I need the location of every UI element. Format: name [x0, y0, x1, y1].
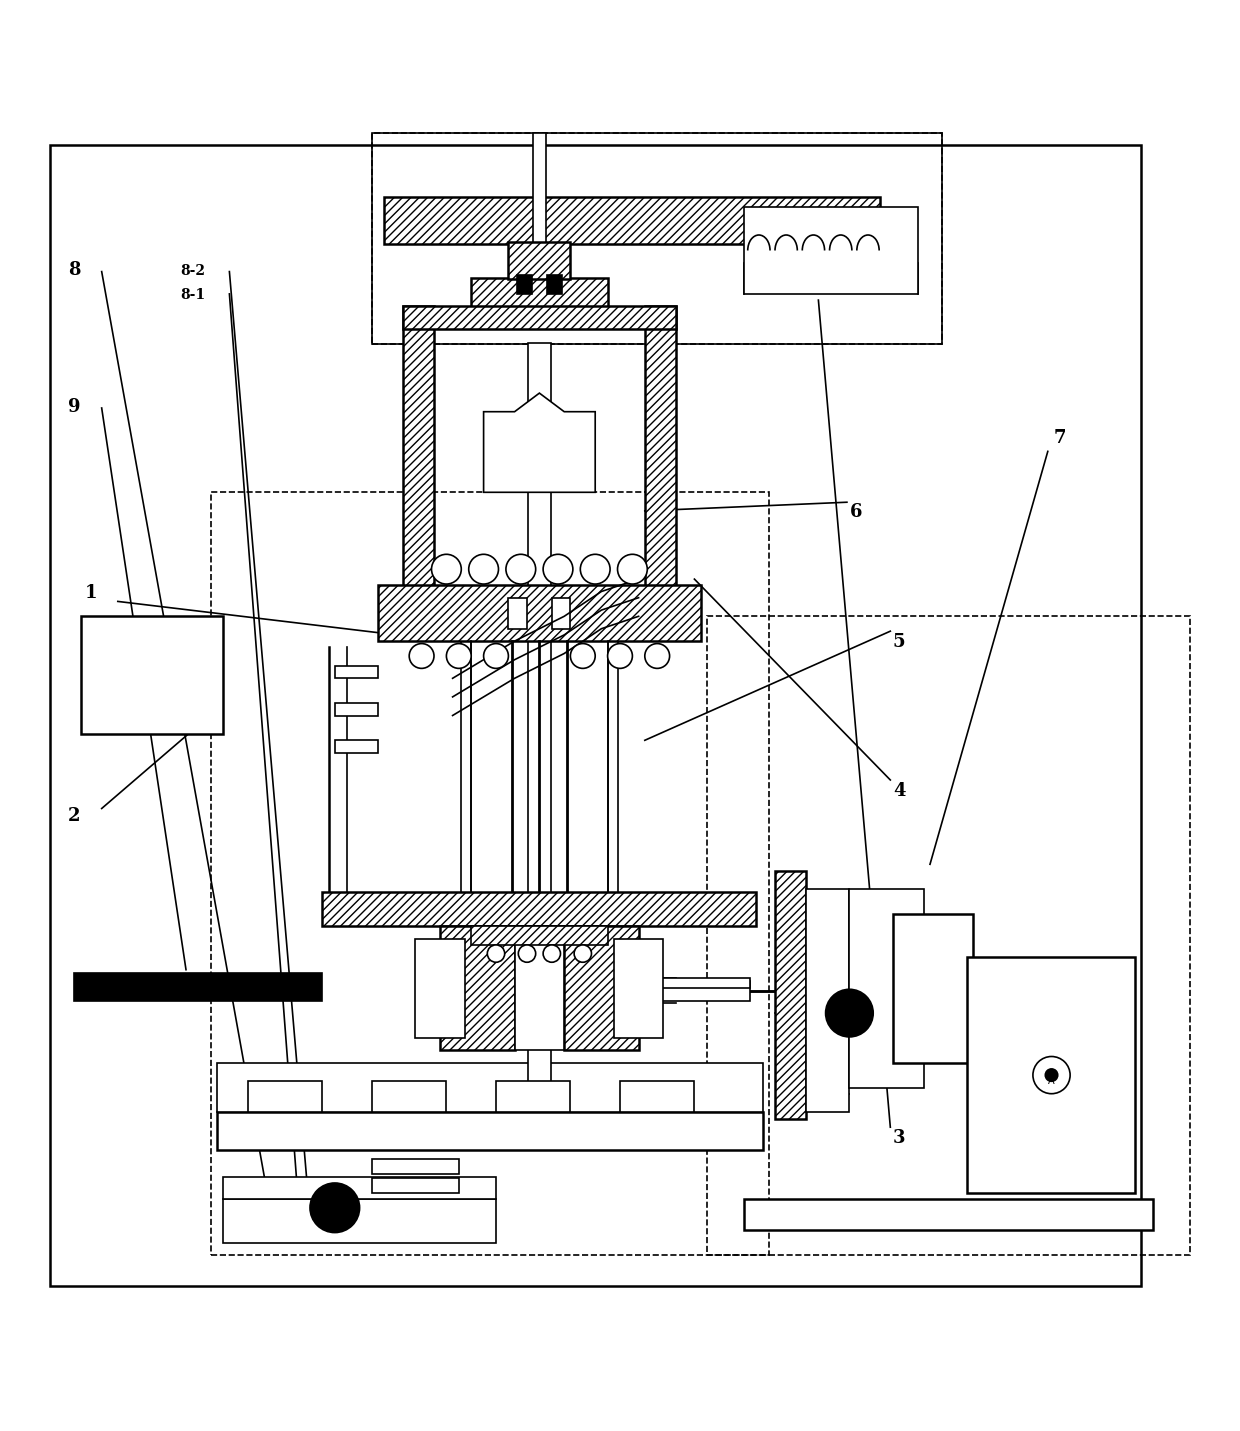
Bar [967, 957, 1135, 1193]
Bar [614, 939, 663, 1037]
Bar [391, 591, 688, 614]
Bar [849, 889, 924, 1088]
Circle shape [543, 944, 560, 962]
Bar [564, 926, 639, 1050]
Circle shape [645, 644, 670, 668]
Bar [515, 926, 564, 1050]
Bar [552, 598, 570, 628]
Bar [707, 617, 1190, 1255]
Bar [508, 242, 570, 279]
Bar [508, 598, 527, 628]
Circle shape [1045, 1069, 1058, 1082]
Text: 2: 2 [68, 807, 81, 824]
Circle shape [618, 554, 647, 584]
Bar [335, 703, 378, 716]
Bar [547, 275, 562, 293]
Bar [322, 892, 756, 926]
Text: 5: 5 [893, 634, 905, 651]
Circle shape [446, 644, 471, 668]
Bar [893, 914, 973, 1063]
Bar [335, 665, 378, 678]
Bar [372, 133, 942, 343]
Bar [461, 641, 471, 902]
Bar [403, 306, 676, 329]
Bar [403, 306, 434, 591]
Circle shape [484, 644, 508, 668]
Circle shape [506, 554, 536, 584]
Circle shape [790, 953, 909, 1073]
Polygon shape [484, 394, 595, 492]
Bar [372, 1159, 459, 1175]
Bar [50, 145, 1141, 1286]
Text: A: A [1048, 1076, 1055, 1086]
Bar [415, 939, 465, 1037]
Bar [372, 1082, 446, 1112]
Bar [211, 492, 769, 1255]
Bar [744, 207, 918, 293]
Circle shape [518, 944, 536, 962]
Bar [744, 1199, 1153, 1231]
Bar [217, 1063, 763, 1112]
Bar [517, 275, 532, 293]
Bar [74, 973, 322, 1000]
Bar [645, 306, 676, 591]
Bar [528, 343, 551, 1088]
Circle shape [1033, 1056, 1070, 1093]
Bar [217, 1112, 763, 1149]
Text: 7: 7 [1054, 429, 1066, 446]
Bar [608, 641, 618, 902]
Bar [378, 585, 701, 641]
Bar [651, 980, 750, 1000]
Circle shape [432, 554, 461, 584]
Bar [335, 740, 378, 753]
Bar [620, 1082, 694, 1112]
Circle shape [574, 944, 591, 962]
Circle shape [469, 554, 498, 584]
Circle shape [570, 644, 595, 668]
Bar [806, 889, 849, 1112]
Circle shape [580, 554, 610, 584]
Bar [440, 926, 515, 1050]
Bar [372, 1178, 459, 1193]
Bar [775, 870, 806, 1119]
Bar [384, 197, 880, 245]
Bar [372, 133, 942, 343]
Circle shape [543, 554, 573, 584]
Text: 6: 6 [849, 504, 862, 521]
Bar [496, 1082, 570, 1112]
Text: 8-1: 8-1 [180, 288, 205, 302]
Bar [471, 278, 608, 309]
Bar [484, 412, 595, 492]
Text: 4: 4 [893, 783, 905, 800]
Text: 9: 9 [68, 398, 81, 415]
Circle shape [826, 989, 873, 1037]
Bar [248, 1082, 322, 1112]
Bar [223, 1176, 496, 1199]
Bar [471, 926, 608, 944]
Text: 8-2: 8-2 [180, 265, 205, 278]
Bar [223, 1199, 496, 1242]
Bar [533, 133, 546, 245]
Circle shape [608, 644, 632, 668]
Circle shape [487, 944, 505, 962]
Text: 1: 1 [84, 584, 97, 601]
Circle shape [409, 644, 434, 668]
Text: 3: 3 [893, 1129, 905, 1148]
Circle shape [310, 1183, 360, 1232]
Text: 8: 8 [68, 262, 81, 279]
Bar [651, 979, 750, 989]
Bar [81, 617, 223, 734]
